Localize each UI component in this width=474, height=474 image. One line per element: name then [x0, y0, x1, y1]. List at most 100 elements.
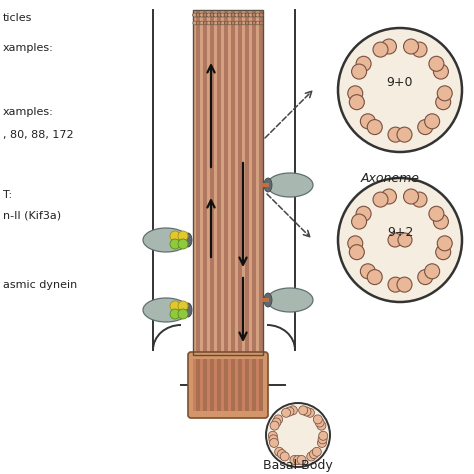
Circle shape [249, 13, 253, 17]
Text: Axoneme: Axoneme [361, 172, 419, 184]
Circle shape [373, 42, 388, 57]
Circle shape [266, 403, 330, 467]
Bar [262, 298, 269, 302]
Ellipse shape [267, 173, 313, 197]
Bar [242, 359, 246, 411]
Circle shape [203, 13, 207, 17]
Circle shape [403, 39, 419, 54]
Circle shape [196, 13, 201, 17]
Circle shape [412, 192, 427, 207]
Bar [259, 10, 263, 355]
Circle shape [388, 127, 403, 142]
Circle shape [224, 13, 228, 17]
Bar [256, 10, 259, 355]
Bar [193, 10, 197, 355]
Circle shape [269, 435, 278, 444]
Circle shape [397, 277, 412, 292]
Circle shape [235, 13, 239, 17]
Circle shape [290, 456, 299, 465]
Circle shape [210, 21, 214, 25]
Bar [242, 10, 246, 355]
Circle shape [317, 421, 326, 430]
Circle shape [170, 301, 180, 311]
Bar [253, 359, 256, 411]
Circle shape [200, 13, 204, 17]
Ellipse shape [143, 298, 189, 322]
Circle shape [285, 407, 294, 416]
Bar [249, 10, 253, 355]
Circle shape [360, 264, 375, 279]
Bar [235, 359, 238, 411]
Circle shape [221, 13, 225, 17]
Bar [259, 359, 263, 411]
Circle shape [319, 431, 328, 440]
Circle shape [200, 21, 204, 25]
Bar [203, 359, 207, 411]
Bar [225, 10, 228, 355]
Circle shape [315, 418, 324, 427]
FancyBboxPatch shape [188, 352, 268, 418]
Ellipse shape [267, 288, 313, 312]
Circle shape [231, 21, 235, 25]
Text: n-II (Kif3a): n-II (Kif3a) [3, 210, 61, 220]
Circle shape [228, 13, 232, 17]
Circle shape [196, 21, 200, 25]
Ellipse shape [143, 228, 189, 252]
Circle shape [273, 415, 283, 424]
Bar [214, 10, 218, 355]
Text: ticles: ticles [3, 13, 32, 23]
Circle shape [349, 245, 365, 260]
Circle shape [231, 13, 236, 17]
Circle shape [280, 452, 289, 461]
Bar [197, 10, 200, 355]
Bar [214, 359, 218, 411]
Circle shape [429, 206, 444, 221]
Bar [231, 10, 235, 355]
Circle shape [429, 56, 444, 71]
Circle shape [348, 86, 363, 101]
Circle shape [388, 233, 402, 247]
Ellipse shape [184, 303, 192, 317]
Circle shape [221, 21, 225, 25]
Bar [218, 10, 221, 355]
Bar [218, 359, 221, 411]
Circle shape [246, 21, 249, 25]
Circle shape [436, 245, 451, 260]
Ellipse shape [184, 233, 192, 247]
Circle shape [255, 13, 260, 17]
Circle shape [238, 13, 242, 17]
Bar [200, 359, 203, 411]
Circle shape [207, 21, 210, 25]
Circle shape [318, 438, 327, 447]
Bar [228, 10, 231, 355]
Circle shape [305, 408, 314, 417]
Bar [228, 359, 231, 411]
Circle shape [382, 39, 396, 54]
Circle shape [178, 231, 188, 241]
Circle shape [433, 214, 448, 229]
Circle shape [268, 431, 277, 440]
Bar [246, 359, 249, 411]
Circle shape [282, 408, 291, 417]
Circle shape [242, 21, 246, 25]
Bar [210, 359, 214, 411]
Text: xamples:: xamples: [3, 107, 54, 117]
Circle shape [170, 231, 180, 241]
Circle shape [228, 21, 232, 25]
Circle shape [433, 64, 448, 79]
Circle shape [382, 189, 396, 204]
Circle shape [293, 456, 302, 465]
Circle shape [437, 236, 452, 251]
Circle shape [297, 456, 306, 465]
Bar [238, 359, 242, 411]
Bar [193, 359, 197, 411]
Circle shape [425, 114, 440, 129]
Circle shape [288, 406, 297, 415]
Circle shape [259, 13, 264, 17]
Circle shape [235, 21, 239, 25]
Circle shape [307, 452, 316, 461]
Bar [200, 10, 203, 355]
Circle shape [252, 21, 256, 25]
Ellipse shape [264, 293, 272, 307]
Circle shape [207, 13, 211, 17]
